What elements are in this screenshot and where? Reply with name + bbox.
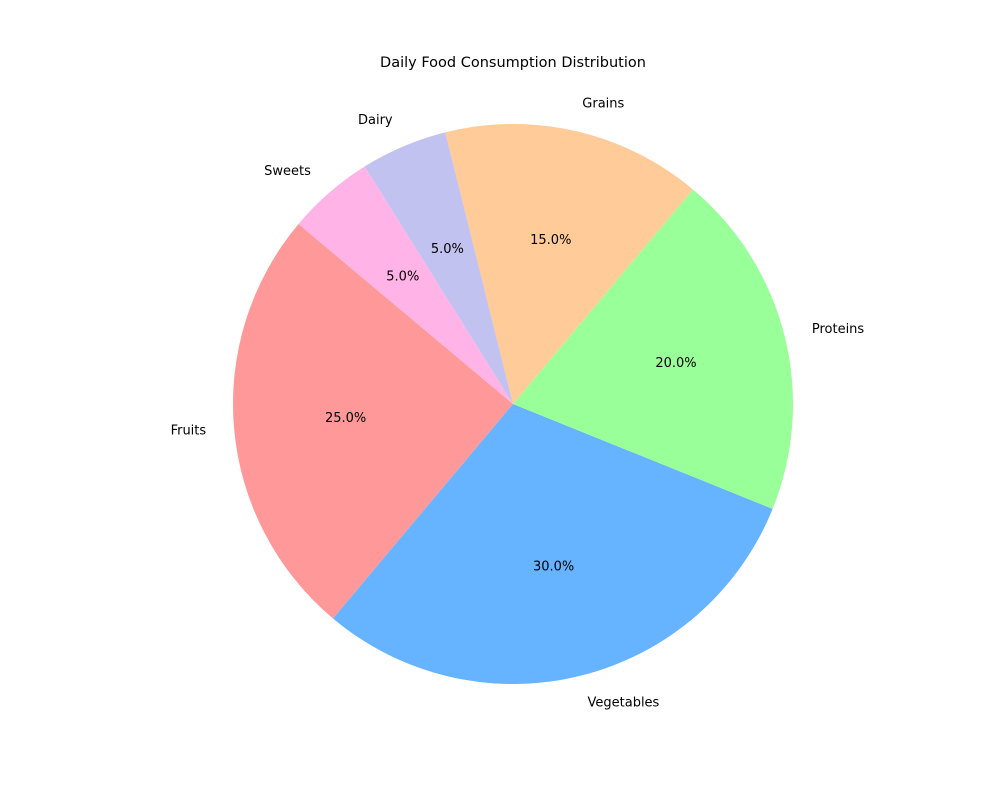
percent-label-proteins: 20.0%: [655, 356, 696, 371]
percent-label-vegetables: 30.0%: [533, 560, 574, 575]
percent-label-grains: 15.0%: [530, 233, 571, 248]
category-label-sweets: Sweets: [264, 164, 311, 179]
category-label-grains: Grains: [582, 96, 624, 111]
category-label-fruits: Fruits: [171, 423, 207, 438]
percent-label-dairy: 5.0%: [431, 242, 464, 257]
category-label-vegetables: Vegetables: [588, 695, 660, 710]
chart-title: Daily Food Consumption Distribution: [380, 55, 646, 71]
percent-label-fruits: 25.0%: [325, 411, 366, 426]
pie-slice-grains: [445, 124, 693, 404]
pie-slice-vegetables: [333, 404, 773, 684]
category-label-proteins: Proteins: [812, 322, 865, 337]
category-labels: Fruits Vegetables Proteins Grains Dairy Sweet…: [171, 96, 865, 710]
percent-label-sweets: 5.0%: [386, 270, 419, 285]
pie-slice-proteins: [513, 189, 794, 509]
pie-slice-dairy: [364, 132, 513, 404]
pie-slice-fruits: [233, 224, 513, 619]
pie-slice-sweets: [298, 166, 513, 404]
percent-labels: 25.0% 30.0% 20.0% 15.0% 5.0% 5.0%: [325, 233, 697, 575]
pie-slices: [233, 124, 794, 684]
category-label-dairy: Dairy: [358, 113, 393, 128]
